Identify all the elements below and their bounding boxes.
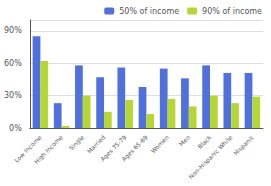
svg-text:Men: Men [177, 133, 191, 147]
svg-text:Low Income: Low Income [12, 133, 43, 164]
svg-text:Ages 75-79: Ages 75-79 [98, 133, 128, 163]
svg-text:50% of income: 50% of income [119, 7, 179, 16]
svg-text:0%: 0% [9, 124, 22, 133]
svg-text:Ages 65-69: Ages 65-69 [120, 133, 150, 163]
svg-text:60%: 60% [4, 59, 22, 68]
svg-text:Black: Black [196, 133, 213, 150]
svg-text:Women: Women [149, 133, 170, 154]
svg-text:90% of income: 90% of income [202, 7, 262, 16]
svg-text:30%: 30% [4, 91, 22, 100]
svg-text:Married: Married [85, 133, 107, 155]
svg-text:Single: Single [67, 133, 86, 152]
svg-text:Non-Hispanic White: Non-Hispanic White [187, 133, 235, 181]
svg-text:High Income: High Income [32, 133, 65, 166]
svg-text:90%: 90% [4, 26, 22, 35]
svg-text:Hispanic: Hispanic [232, 134, 256, 158]
